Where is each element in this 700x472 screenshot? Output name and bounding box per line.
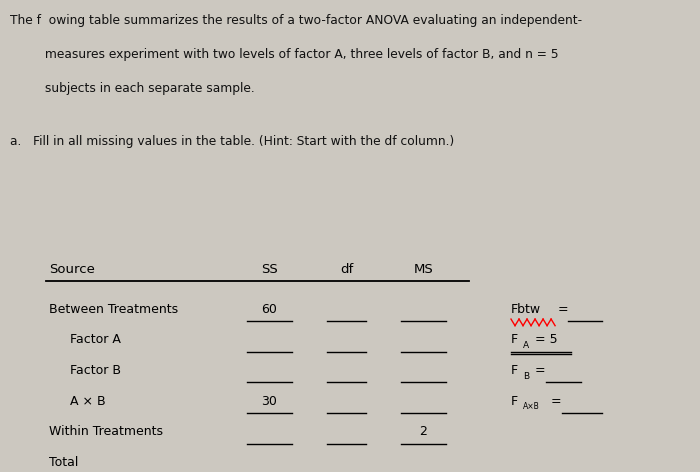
Text: MS: MS (414, 263, 433, 276)
Text: A: A (523, 341, 529, 350)
Text: =: = (550, 395, 561, 408)
Text: = 5: = 5 (535, 333, 557, 346)
Text: 30: 30 (262, 395, 277, 408)
Text: Fbtw: Fbtw (511, 303, 541, 316)
Text: F: F (511, 395, 518, 408)
Text: measures experiment with two levels of factor A, three levels of factor B, and n: measures experiment with two levels of f… (10, 48, 559, 61)
Text: Factor A: Factor A (70, 333, 121, 346)
Text: Source: Source (49, 263, 95, 276)
Text: The f  owing table summarizes the results of a two-factor ANOVA evaluating an in: The f owing table summarizes the results… (10, 14, 582, 27)
Text: Within Treatments: Within Treatments (49, 425, 163, 438)
Text: Total: Total (49, 456, 78, 469)
Text: F: F (511, 333, 518, 346)
Text: =: = (535, 364, 545, 377)
Text: A×B: A×B (523, 402, 540, 412)
Text: SS: SS (261, 263, 278, 276)
Text: df: df (340, 263, 353, 276)
Text: 60: 60 (262, 303, 277, 316)
Text: a.   Fill in all missing values in the table. (Hint: Start with the df column.): a. Fill in all missing values in the tab… (10, 135, 455, 148)
Text: Factor B: Factor B (70, 364, 121, 377)
Text: F: F (511, 364, 518, 377)
Text: =: = (557, 303, 568, 316)
Text: A × B: A × B (70, 395, 106, 408)
Text: Between Treatments: Between Treatments (49, 303, 178, 316)
Text: 2: 2 (419, 425, 428, 438)
Text: B: B (523, 371, 529, 381)
Text: subjects in each separate sample.: subjects in each separate sample. (10, 82, 255, 95)
